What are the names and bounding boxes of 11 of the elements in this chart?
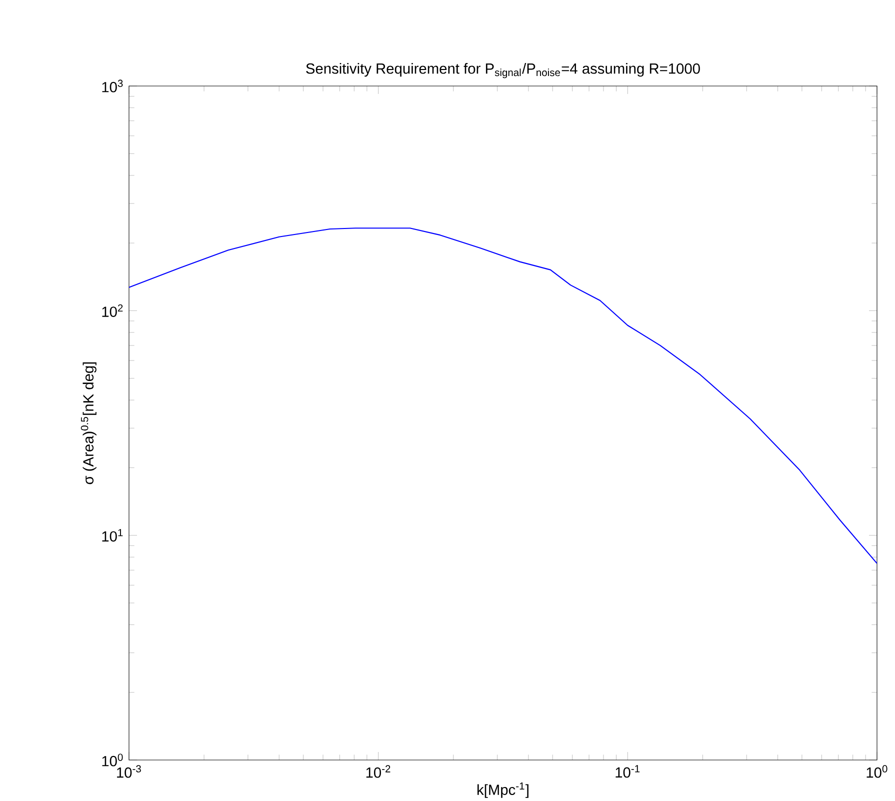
x-tick-label: 10$^{-2}$ — [366, 765, 390, 778]
chart-title: Sensitivity Requirement for P$_{signal}$/P$_{noise}$=4 assuming R=1000 — [306, 63, 700, 78]
y-tick-label: 10$^{2}$ — [102, 304, 123, 317]
x-tick-label: 10$^{0}$ — [866, 765, 888, 778]
x-axis-title: k[Mpc$^{-1}$] — [477, 782, 528, 798]
y-tick-label: 10$^{1}$ — [102, 529, 123, 542]
y-tick-label: 10$^{0}$ — [102, 754, 123, 766]
y-tick-label: 10$^{3}$ — [102, 80, 123, 92]
y-axis-title: σ (Area)$^{0.5}$[nK deg] — [80, 362, 96, 484]
x-tick-label: 10$^{-1}$ — [616, 765, 640, 778]
x-tick-label: 10$^{-3}$ — [117, 765, 141, 778]
